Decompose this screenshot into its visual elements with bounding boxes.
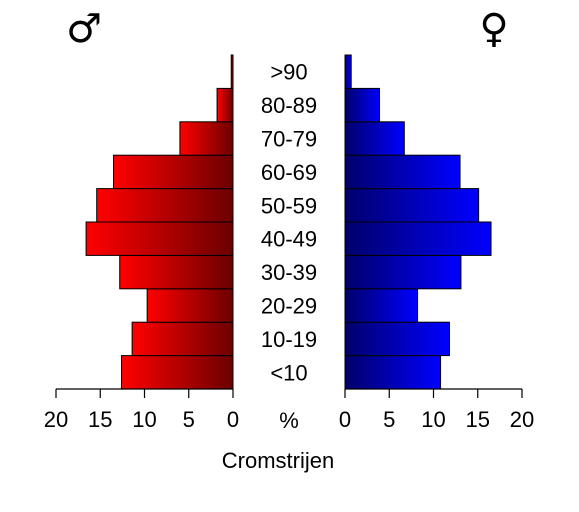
female-tick-label-10: 10 bbox=[421, 407, 445, 432]
male-bar-4 bbox=[85, 221, 234, 256]
male-tick-label-5: 5 bbox=[183, 407, 195, 432]
female-bar-9 bbox=[344, 54, 352, 89]
age-group-label-9: >90 bbox=[270, 60, 307, 85]
male-bar-6 bbox=[113, 154, 234, 190]
male-bar-7 bbox=[179, 121, 234, 156]
male-bar-2 bbox=[146, 288, 234, 323]
age-group-label-2: 20-29 bbox=[261, 294, 317, 319]
male-tick-label-15: 15 bbox=[88, 407, 112, 432]
age-group-label-5: 50-59 bbox=[261, 193, 317, 218]
age-group-label-4: 40-49 bbox=[261, 227, 317, 252]
female-x-axis: 0 5 10 15 20 bbox=[339, 388, 534, 432]
male-bar-0 bbox=[120, 355, 234, 390]
x-axis-label: Cromstrijen bbox=[222, 448, 334, 473]
female-bar-3 bbox=[344, 254, 462, 290]
female-bars bbox=[344, 54, 492, 390]
female-bar-5 bbox=[344, 188, 480, 223]
male-symbol-icon: ♂ bbox=[66, 6, 102, 52]
male-tick-label-0: 0 bbox=[227, 407, 239, 432]
age-group-label-7: 70-79 bbox=[261, 127, 317, 152]
female-bar-1 bbox=[344, 321, 450, 357]
female-bar-2 bbox=[344, 288, 419, 323]
female-tick-label-20: 20 bbox=[510, 407, 534, 432]
male-bar-3 bbox=[119, 254, 234, 290]
female-bar-7 bbox=[344, 121, 405, 156]
age-group-label-0: <10 bbox=[270, 360, 307, 385]
male-bar-1 bbox=[131, 321, 234, 357]
male-x-axis: 0 5 10 15 20 bbox=[44, 388, 239, 432]
female-bar-4 bbox=[344, 221, 492, 256]
age-group-label-3: 30-39 bbox=[261, 260, 317, 285]
male-bar-5 bbox=[96, 188, 234, 223]
male-bar-8 bbox=[216, 87, 234, 123]
age-group-label-8: 80-89 bbox=[261, 93, 317, 118]
female-bar-8 bbox=[344, 87, 381, 123]
female-symbol-icon: ♀ bbox=[479, 6, 508, 52]
male-bar-9 bbox=[230, 54, 234, 89]
male-tick-label-10: 10 bbox=[132, 407, 156, 432]
female-bar-6 bbox=[344, 154, 461, 190]
female-tick-label-0: 0 bbox=[339, 407, 351, 432]
percent-unit-label: % bbox=[279, 408, 299, 433]
male-bars bbox=[85, 54, 234, 390]
male-tick-label-20: 20 bbox=[44, 407, 68, 432]
female-bar-0 bbox=[344, 355, 442, 390]
age-group-label-6: 60-69 bbox=[261, 160, 317, 185]
age-group-label-1: 10-19 bbox=[261, 327, 317, 352]
female-tick-label-15: 15 bbox=[466, 407, 490, 432]
female-tick-label-5: 5 bbox=[383, 407, 395, 432]
age-group-labels: <10 10-19 20-29 30-39 40-49 50-59 60-69 70-79 80… bbox=[261, 60, 317, 386]
